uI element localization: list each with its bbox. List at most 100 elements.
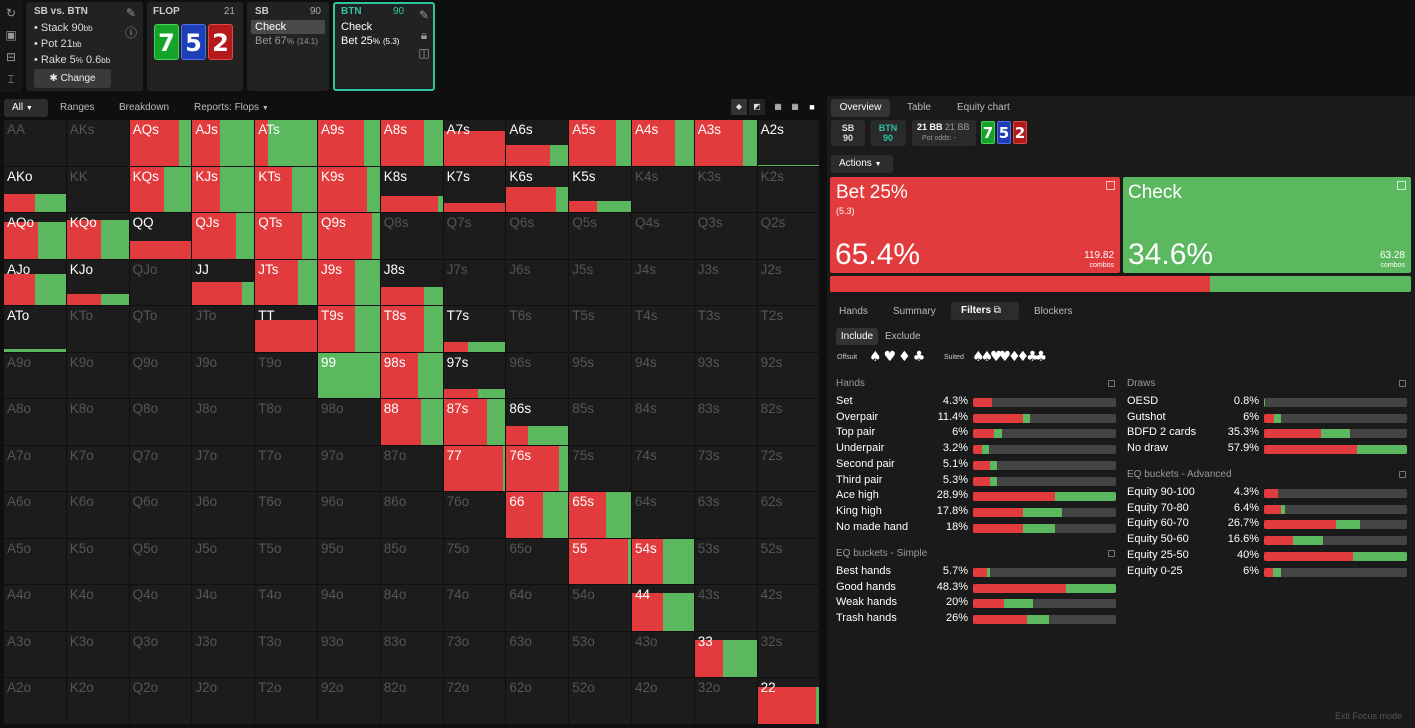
tab-reports[interactable]: Reports: Flops ▼: [194, 102, 269, 113]
hand-cell[interactable]: Q6o: [129, 492, 192, 538]
tab-all[interactable]: All ▼: [4, 99, 48, 117]
check-action-tile[interactable]: Check 34.6% 63.28 combos: [1123, 177, 1411, 273]
hand-cell[interactable]: A4o: [4, 585, 66, 631]
hand-cell[interactable]: T8o: [255, 399, 317, 445]
hand-cell[interactable]: K3o: [66, 631, 129, 677]
hand-cell[interactable]: K2s: [757, 166, 820, 212]
hand-cell[interactable]: A3s: [694, 120, 757, 166]
heart-icon[interactable]: ♥: [990, 349, 1002, 365]
hand-cell[interactable]: 86o: [380, 492, 443, 538]
hand-cell[interactable]: 95o: [318, 538, 380, 584]
hand-cell[interactable]: 63o: [506, 631, 569, 677]
hand-cell[interactable]: A2s: [757, 120, 820, 166]
hand-cell[interactable]: 22: [757, 678, 820, 724]
hand-cell[interactable]: 44: [632, 585, 694, 631]
hand-cell[interactable]: AA: [4, 120, 66, 166]
hand-cell[interactable]: Q3o: [129, 631, 192, 677]
hand-cell[interactable]: 98o: [318, 399, 380, 445]
hand-cell[interactable]: A6s: [506, 120, 569, 166]
hand-cell[interactable]: K8o: [66, 399, 129, 445]
filter-row[interactable]: Weak hands 20%: [836, 596, 968, 611]
hand-cell[interactable]: K5s: [569, 166, 631, 212]
tab-summary[interactable]: Summary: [893, 306, 936, 317]
hand-cell[interactable]: T8s: [380, 306, 443, 352]
filter-row[interactable]: Equity 0-25 6%: [1127, 565, 1259, 580]
hand-cell[interactable]: Q4s: [632, 213, 694, 259]
diamond-icon[interactable]: ♦: [1016, 349, 1029, 365]
hand-cell[interactable]: Q8s: [380, 213, 443, 259]
hand-cell[interactable]: Q8o: [129, 399, 192, 445]
hand-cell[interactable]: 82s: [757, 399, 820, 445]
hand-cell[interactable]: 94s: [632, 352, 694, 398]
hand-cell[interactable]: 52o: [569, 678, 631, 724]
hand-cell[interactable]: T3s: [694, 306, 757, 352]
hand-cell[interactable]: 54s: [632, 538, 694, 584]
flop-panel[interactable]: FLOP 21 7 5 2: [147, 2, 243, 91]
hand-cell[interactable]: A7s: [443, 120, 506, 166]
hand-cell[interactable]: 62o: [506, 678, 569, 724]
hand-cell[interactable]: J5o: [192, 538, 255, 584]
hand-cell[interactable]: T5o: [255, 538, 317, 584]
hand-cell[interactable]: 32s: [757, 631, 820, 677]
tab-hands[interactable]: Hands: [839, 306, 868, 317]
hand-cell[interactable]: 72s: [757, 445, 820, 491]
filter-row[interactable]: Equity 25-50 40%: [1127, 549, 1259, 564]
hand-cell[interactable]: J7o: [192, 445, 255, 491]
hand-cell[interactable]: K4s: [632, 166, 694, 212]
tab-blockers[interactable]: Blockers: [1034, 306, 1073, 317]
hand-cell[interactable]: A8s: [380, 120, 443, 166]
tab-ranges[interactable]: Ranges: [60, 102, 95, 113]
tab-filters[interactable]: Filters ⧉: [951, 302, 1019, 320]
hand-cell[interactable]: AKs: [66, 120, 129, 166]
filter-row[interactable]: Second pair 5.1%: [836, 458, 968, 473]
hand-cell[interactable]: 74s: [632, 445, 694, 491]
tab-breakdown[interactable]: Breakdown: [119, 102, 170, 113]
sb-panel[interactable]: SB 90 Check Bet 67% (14.1): [247, 2, 329, 91]
hand-cell[interactable]: JTo: [192, 306, 255, 352]
hand-cell[interactable]: Q2s: [757, 213, 820, 259]
tab-table[interactable]: Table: [907, 102, 931, 113]
grid-large-icon[interactable]: ▦: [791, 102, 799, 111]
hand-cell[interactable]: KQo: [66, 213, 129, 259]
hand-cell[interactable]: AQs: [129, 120, 192, 166]
filter-row[interactable]: Trash hands 26%: [836, 612, 968, 627]
hand-cell[interactable]: A3o: [4, 631, 66, 677]
hand-cell[interactable]: K9s: [318, 166, 380, 212]
hand-cell[interactable]: T5s: [569, 306, 631, 352]
hand-cell[interactable]: 87s: [443, 399, 506, 445]
hand-cell[interactable]: 55: [569, 538, 631, 584]
hand-cell[interactable]: K7s: [443, 166, 506, 212]
hand-cell[interactable]: 72o: [443, 678, 506, 724]
hand-cell[interactable]: 96s: [506, 352, 569, 398]
hand-cell[interactable]: 86s: [506, 399, 569, 445]
hand-cell[interactable]: J4o: [192, 585, 255, 631]
hand-cell[interactable]: 93s: [694, 352, 757, 398]
actions-dropdown[interactable]: Actions ▼: [831, 155, 893, 173]
lock-icon[interactable]: 🔒︎: [420, 28, 428, 42]
collapse-icon[interactable]: [1108, 380, 1115, 387]
hand-cell[interactable]: T9o: [255, 352, 317, 398]
spade-icon[interactable]: ♠: [980, 349, 993, 365]
filter-row[interactable]: Underpair 3.2%: [836, 442, 968, 457]
hand-cell[interactable]: J8o: [192, 399, 255, 445]
hand-cell[interactable]: K2o: [66, 678, 129, 724]
hand-cell[interactable]: 82o: [380, 678, 443, 724]
club-icon[interactable]: ♣: [1026, 349, 1038, 365]
square-icon[interactable]: ■: [809, 102, 815, 112]
hand-cell[interactable]: 95s: [569, 352, 631, 398]
hand-cell[interactable]: A5o: [4, 538, 66, 584]
filter-row[interactable]: Equity 90-100 4.3%: [1127, 486, 1259, 501]
hand-cell[interactable]: Q3s: [694, 213, 757, 259]
bet-action-tile[interactable]: Bet 25% (5.3) 65.4% 119.82 combos: [830, 177, 1120, 273]
btn-action-bet[interactable]: Bet 25% (5.3): [341, 35, 400, 47]
hand-cell[interactable]: A8o: [4, 399, 66, 445]
tab-equity-chart[interactable]: Equity chart: [957, 102, 1010, 113]
hand-cell[interactable]: 83o: [380, 631, 443, 677]
hand-cell[interactable]: Q4o: [129, 585, 192, 631]
cube-icon[interactable]: ◆: [731, 99, 747, 115]
hand-cell[interactable]: 84s: [632, 399, 694, 445]
collapse-icon[interactable]: [1399, 471, 1406, 478]
filter-row[interactable]: King high 17.8%: [836, 505, 968, 520]
hand-cell[interactable]: K6s: [506, 166, 569, 212]
hand-cell[interactable]: 96o: [318, 492, 380, 538]
